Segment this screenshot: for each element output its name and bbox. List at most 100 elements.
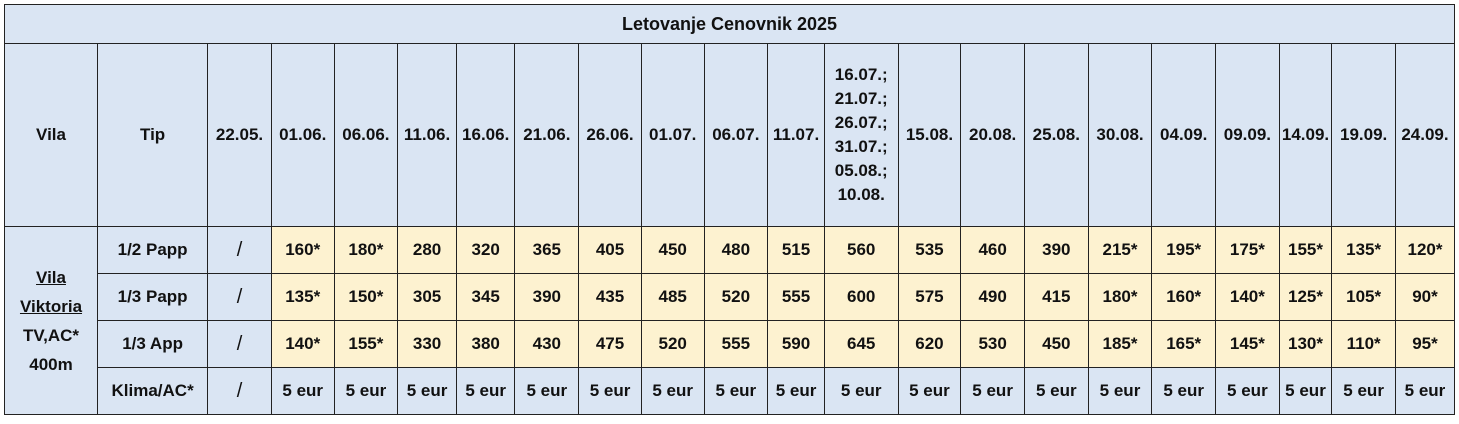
price-cell: 180* bbox=[1087, 273, 1153, 321]
price-cell: 535 bbox=[897, 226, 962, 274]
header-date: 01.06. bbox=[270, 43, 335, 227]
header-date: 20.08. bbox=[960, 43, 1025, 227]
ac-price-cell: 5 eur bbox=[397, 367, 457, 415]
price-cell: 155* bbox=[333, 320, 399, 368]
ac-price-cell: 5 eur bbox=[1394, 367, 1456, 415]
price-cell: 450 bbox=[640, 226, 705, 274]
price-cell: 415 bbox=[1023, 273, 1089, 321]
ac-price-cell: 5 eur bbox=[960, 367, 1025, 415]
unavailable-cell: / bbox=[207, 226, 272, 274]
price-cell: 555 bbox=[767, 273, 825, 321]
header-date: 19.09. bbox=[1331, 43, 1396, 227]
vila-name-line[interactable]: Vila bbox=[36, 267, 66, 287]
title-row: Letovanje Cenovnik 2025 bbox=[4, 4, 1455, 44]
price-cell: 90* bbox=[1394, 273, 1456, 321]
header-date: 09.09. bbox=[1215, 43, 1280, 227]
room-type-cell: 1/3 Papp bbox=[96, 273, 209, 321]
header-row: Vila Tip 22.05. 01.06. 06.06. 11.06. 16.06. 2… bbox=[4, 43, 1456, 227]
header-date-range-line: 05.08.; bbox=[834, 161, 888, 180]
ac-price-cell: 5 eur bbox=[1215, 367, 1280, 415]
price-cell: 195* bbox=[1151, 226, 1217, 274]
ac-price-cell: 5 eur bbox=[514, 367, 580, 415]
ac-price-cell: 5 eur bbox=[1278, 367, 1333, 415]
price-cell: 590 bbox=[767, 320, 825, 368]
room-type-cell: 1/3 App bbox=[96, 320, 209, 368]
price-cell: 120* bbox=[1394, 226, 1456, 274]
price-table-wrapper: Letovanje Cenovnik 2025 Vila Tip 22.05. 0… bbox=[4, 4, 1456, 415]
header-date: 25.08. bbox=[1023, 43, 1089, 227]
vila-features: TV,AC* bbox=[22, 325, 80, 345]
header-date: 16.06. bbox=[455, 43, 516, 227]
price-cell: 345 bbox=[455, 273, 516, 321]
price-cell: 460 bbox=[960, 226, 1025, 274]
unavailable-cell: / bbox=[207, 320, 272, 368]
price-table: Letovanje Cenovnik 2025 Vila Tip 22.05. 0… bbox=[4, 4, 1456, 415]
header-date: 11.07. bbox=[767, 43, 825, 227]
price-cell: 185* bbox=[1087, 320, 1153, 368]
price-cell: 530 bbox=[960, 320, 1025, 368]
price-cell: 155* bbox=[1278, 226, 1333, 274]
price-cell: 150* bbox=[333, 273, 399, 321]
price-cell: 450 bbox=[1023, 320, 1089, 368]
price-cell: 390 bbox=[514, 273, 580, 321]
price-cell: 125* bbox=[1278, 273, 1333, 321]
price-cell: 435 bbox=[578, 273, 642, 321]
price-cell: 160* bbox=[1151, 273, 1217, 321]
price-cell: 320 bbox=[455, 226, 516, 274]
price-cell: 475 bbox=[578, 320, 642, 368]
price-cell: 175* bbox=[1215, 226, 1280, 274]
price-cell: 180* bbox=[333, 226, 399, 274]
vila-name-line[interactable]: Viktoria bbox=[19, 296, 83, 316]
price-cell: 160* bbox=[270, 226, 335, 274]
price-cell: 130* bbox=[1278, 320, 1333, 368]
header-date-range-line: 16.07.; bbox=[834, 65, 888, 84]
table-row: Klima/AC*/5 eur 5 eur 5 eur 5 eur 5 eur 5 eur… bbox=[5, 367, 1456, 415]
ac-price-cell: 5 eur bbox=[1331, 367, 1396, 415]
header-date-range-line: 21.07.; bbox=[834, 89, 888, 108]
price-cell: 135* bbox=[1331, 226, 1396, 274]
price-cell: 365 bbox=[514, 226, 580, 274]
header-date: 01.07. bbox=[640, 43, 705, 227]
price-cell: 560 bbox=[823, 226, 899, 274]
ac-price-cell: 5 eur bbox=[640, 367, 705, 415]
price-cell: 645 bbox=[823, 320, 899, 368]
price-cell: 430 bbox=[514, 320, 580, 368]
ac-price-cell: 5 eur bbox=[767, 367, 825, 415]
price-cell: 600 bbox=[823, 273, 899, 321]
price-cell: 215* bbox=[1087, 226, 1153, 274]
price-cell: 480 bbox=[703, 226, 769, 274]
price-cell: 280 bbox=[397, 226, 457, 274]
price-cell: 390 bbox=[1023, 226, 1089, 274]
unavailable-cell: / bbox=[207, 273, 272, 321]
ac-price-cell: 5 eur bbox=[270, 367, 335, 415]
room-type-cell: Klima/AC* bbox=[96, 367, 209, 415]
header-date-range: 16.07.; 21.07.; 26.07.; 31.07.; 05.08.; 10.08… bbox=[823, 43, 899, 227]
unavailable-cell: / bbox=[207, 367, 272, 415]
header-date: 30.08. bbox=[1087, 43, 1153, 227]
price-cell: 405 bbox=[578, 226, 642, 274]
price-cell: 110* bbox=[1331, 320, 1396, 368]
price-cell: 575 bbox=[897, 273, 962, 321]
price-cell: 305 bbox=[397, 273, 457, 321]
header-date: 22.05. bbox=[207, 43, 272, 227]
table-row: 1/3 Papp/135* 150* 305 345 390 435 485 520 555 60… bbox=[5, 273, 1456, 321]
table-title: Letovanje Cenovnik 2025 bbox=[4, 4, 1455, 44]
price-cell: 105* bbox=[1331, 273, 1396, 321]
price-cell: 490 bbox=[960, 273, 1025, 321]
ac-price-cell: 5 eur bbox=[897, 367, 962, 415]
price-cell: 165* bbox=[1151, 320, 1217, 368]
ac-price-cell: 5 eur bbox=[333, 367, 399, 415]
price-cell: 140* bbox=[270, 320, 335, 368]
header-date: 24.09. bbox=[1394, 43, 1456, 227]
header-date: 14.09. bbox=[1278, 43, 1333, 227]
price-cell: 380 bbox=[455, 320, 516, 368]
header-date-range-line: 31.07.; bbox=[834, 137, 888, 156]
ac-price-cell: 5 eur bbox=[703, 367, 769, 415]
header-vila: Vila bbox=[4, 43, 98, 227]
header-tip: Tip bbox=[96, 43, 209, 227]
ac-price-cell: 5 eur bbox=[1087, 367, 1153, 415]
header-date-range-line: 26.07.; bbox=[834, 113, 888, 132]
vila-cell: Vila Viktoria TV,AC* 400m bbox=[4, 226, 98, 415]
ac-price-cell: 5 eur bbox=[823, 367, 899, 415]
header-date: 26.06. bbox=[578, 43, 642, 227]
